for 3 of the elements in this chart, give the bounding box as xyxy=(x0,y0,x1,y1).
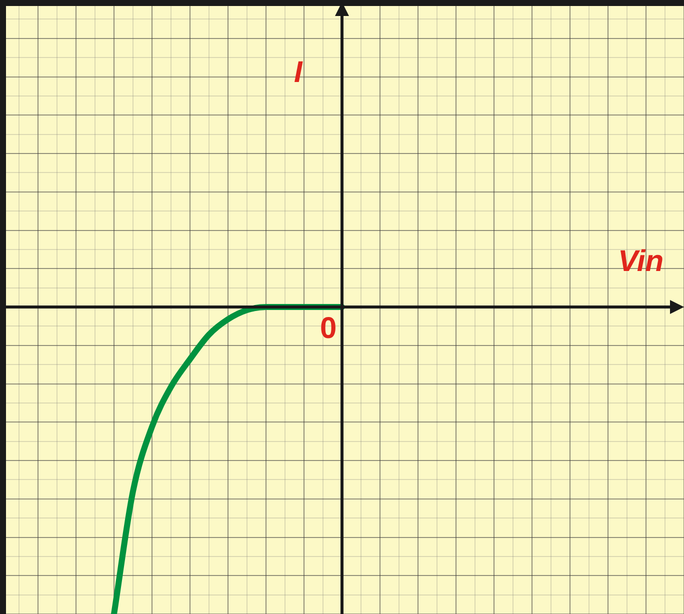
x-axis-title: Vin xyxy=(618,245,664,279)
text: I xyxy=(294,56,302,90)
annotation: 0 xyxy=(320,312,337,346)
